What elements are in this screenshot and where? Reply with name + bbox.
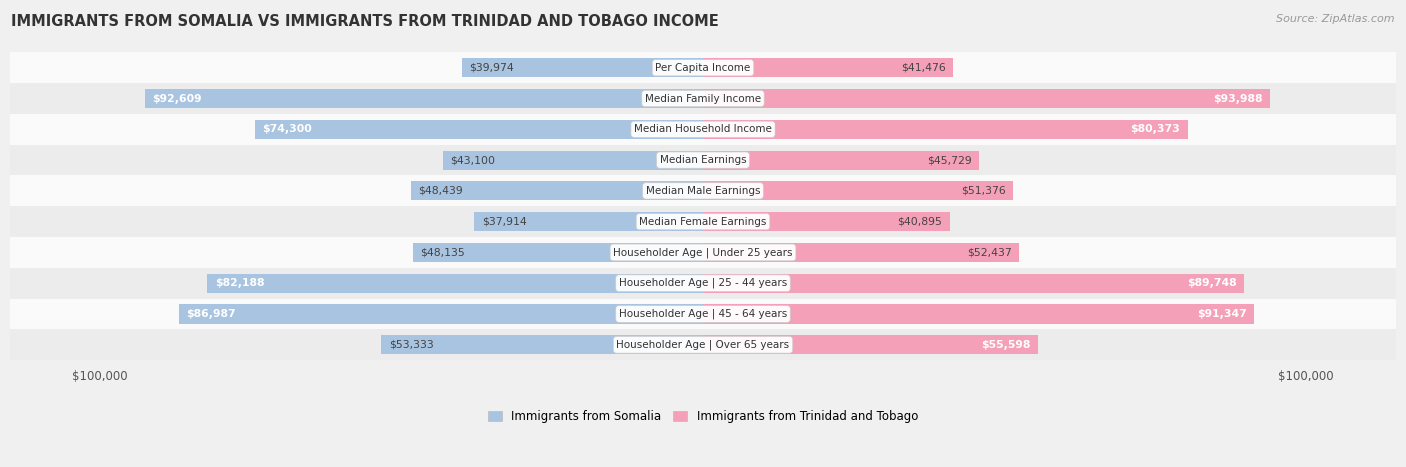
Text: $39,974: $39,974 [470,63,515,73]
Text: Source: ZipAtlas.com: Source: ZipAtlas.com [1277,14,1395,24]
Text: IMMIGRANTS FROM SOMALIA VS IMMIGRANTS FROM TRINIDAD AND TOBAGO INCOME: IMMIGRANTS FROM SOMALIA VS IMMIGRANTS FR… [11,14,718,29]
Bar [10,268,1396,298]
Text: Householder Age | Under 25 years: Householder Age | Under 25 years [613,247,793,258]
Bar [413,243,703,262]
Bar [254,120,703,139]
Text: $53,333: $53,333 [388,340,433,350]
Bar [703,304,1254,324]
Bar [703,335,1038,354]
Bar [10,83,1396,114]
Bar [10,329,1396,360]
Bar [474,212,703,231]
Text: $74,300: $74,300 [263,124,312,134]
Bar [703,243,1019,262]
Text: $40,895: $40,895 [897,217,942,226]
Text: Median Family Income: Median Family Income [645,93,761,104]
Text: Householder Age | Over 65 years: Householder Age | Over 65 years [616,340,790,350]
Text: Median Earnings: Median Earnings [659,155,747,165]
Text: Householder Age | 45 - 64 years: Householder Age | 45 - 64 years [619,309,787,319]
Text: Per Capita Income: Per Capita Income [655,63,751,73]
Bar [703,120,1188,139]
Bar [411,181,703,200]
Text: $86,987: $86,987 [186,309,235,319]
Text: Median Household Income: Median Household Income [634,124,772,134]
Text: $82,188: $82,188 [215,278,264,288]
Bar [179,304,703,324]
Text: $48,439: $48,439 [418,186,463,196]
Bar [703,212,949,231]
Bar [703,181,1012,200]
Text: $80,373: $80,373 [1130,124,1181,134]
Bar [10,298,1396,329]
Bar [463,58,703,78]
Text: $41,476: $41,476 [901,63,946,73]
Bar [381,335,703,354]
Text: $43,100: $43,100 [450,155,495,165]
Text: $91,347: $91,347 [1197,309,1247,319]
Bar [10,145,1396,176]
Text: $92,609: $92,609 [152,93,201,104]
Text: $48,135: $48,135 [420,248,465,257]
Text: Median Male Earnings: Median Male Earnings [645,186,761,196]
Bar [703,150,979,170]
Legend: Immigrants from Somalia, Immigrants from Trinidad and Tobago: Immigrants from Somalia, Immigrants from… [484,405,922,428]
Bar [145,89,703,108]
Bar [703,274,1244,293]
Bar [443,150,703,170]
Text: $45,729: $45,729 [927,155,972,165]
Bar [10,176,1396,206]
Bar [10,114,1396,145]
Bar [10,237,1396,268]
Bar [703,89,1270,108]
Text: $37,914: $37,914 [482,217,526,226]
Bar [10,206,1396,237]
Bar [703,58,953,78]
Bar [208,274,703,293]
Text: $93,988: $93,988 [1213,93,1263,104]
Text: $89,748: $89,748 [1187,278,1237,288]
Bar [10,52,1396,83]
Text: Householder Age | 25 - 44 years: Householder Age | 25 - 44 years [619,278,787,289]
Text: Median Female Earnings: Median Female Earnings [640,217,766,226]
Text: $52,437: $52,437 [967,248,1012,257]
Text: $55,598: $55,598 [981,340,1031,350]
Text: $51,376: $51,376 [960,186,1005,196]
